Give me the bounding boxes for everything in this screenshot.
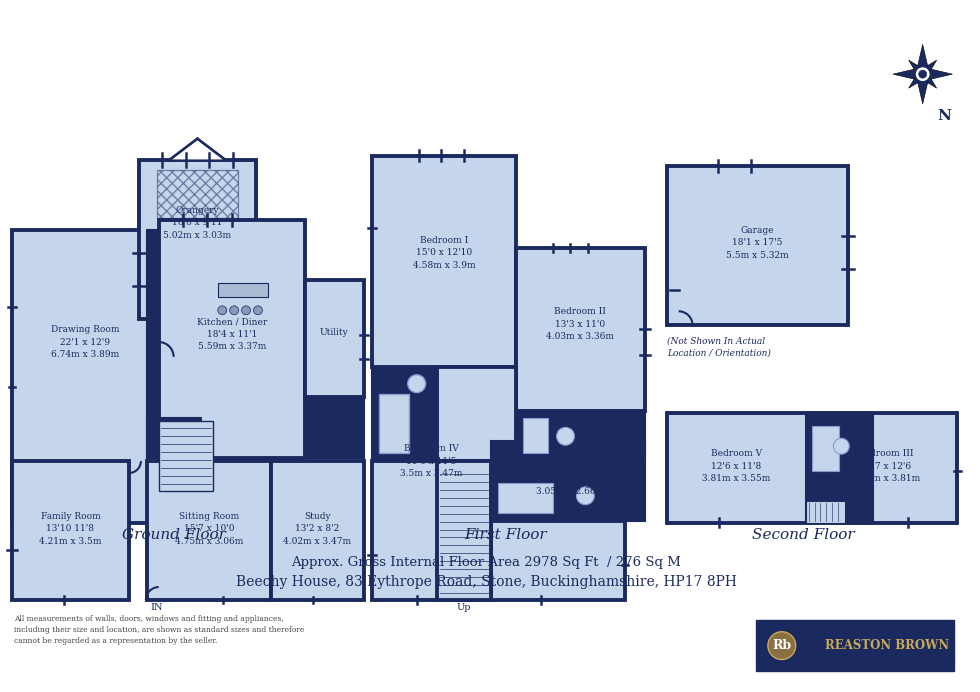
Text: REASTON BROWN: REASTON BROWN — [825, 639, 950, 652]
Text: IN: IN — [151, 603, 163, 612]
Text: Bedroom II
13'3 x 11'0
4.03m x 3.36m: Bedroom II 13'3 x 11'0 4.03m x 3.36m — [547, 307, 614, 341]
Text: (Not Shown In Actual
Location / Orientation): (Not Shown In Actual Location / Orientat… — [666, 336, 770, 358]
Polygon shape — [915, 74, 930, 104]
Bar — [159, 220, 305, 458]
Text: Family Room
13'10 11'8
4.21m x 3.5m: Family Room 13'10 11'8 4.21m x 3.5m — [39, 511, 102, 545]
Bar — [372, 156, 515, 367]
Bar — [157, 170, 238, 218]
Bar — [491, 520, 625, 600]
Text: Bedroom V
12'6 x 11'8
3.81m x 3.55m: Bedroom V 12'6 x 11'8 3.81m x 3.55m — [702, 449, 770, 483]
Text: Orangery
16'6 x 9'11
5.02m x 3.03m: Orangery 16'6 x 9'11 5.02m x 3.03m — [164, 206, 231, 240]
Text: Bedroom III
13'7 x 12'6
4.14m x 3.81m: Bedroom III 13'7 x 12'6 4.14m x 3.81m — [852, 449, 920, 483]
Text: N: N — [938, 109, 952, 122]
Bar — [436, 367, 515, 461]
Text: Bedroom VI
10'0 x 8'9
3.05m x 2.66m: Bedroom VI 10'0 x 8'9 3.05m x 2.66m — [536, 462, 605, 496]
Text: Beechy House, 83 Eythrope Road, Stone, Buckinghamshire, HP17 8PH: Beechy House, 83 Eythrope Road, Stone, B… — [236, 575, 737, 589]
Polygon shape — [919, 71, 937, 88]
Text: Study
13'2 x 8'2
4.02m x 3.47m: Study 13'2 x 8'2 4.02m x 3.47m — [283, 511, 352, 545]
Text: Bedroom I
15'0 x 12'10
4.58m x 3.9m: Bedroom I 15'0 x 12'10 4.58m x 3.9m — [414, 236, 475, 270]
Bar — [147, 461, 270, 600]
Polygon shape — [893, 67, 923, 81]
Circle shape — [918, 70, 927, 78]
Bar — [147, 230, 159, 458]
Bar — [372, 461, 491, 600]
Bar — [515, 412, 645, 461]
Circle shape — [408, 375, 425, 392]
Bar — [12, 230, 159, 522]
Text: Kitchen / Diner
18'4 x 11'1
5.59m x 3.37m: Kitchen / Diner 18'4 x 11'1 5.59m x 3.37… — [197, 317, 268, 351]
Bar — [372, 367, 436, 461]
Polygon shape — [908, 71, 926, 88]
Text: Rb: Rb — [772, 639, 792, 652]
Circle shape — [229, 306, 238, 315]
Circle shape — [218, 306, 226, 315]
Text: Bedroom IV
11'6 x 11'5
3.5m x 3.47m: Bedroom IV 11'6 x 11'5 3.5m x 3.47m — [400, 444, 463, 478]
Bar — [219, 282, 268, 298]
Bar — [666, 166, 849, 325]
Polygon shape — [169, 138, 226, 161]
Circle shape — [254, 306, 263, 315]
Polygon shape — [919, 60, 937, 78]
Polygon shape — [915, 44, 930, 74]
Bar — [159, 421, 214, 491]
Bar — [12, 461, 129, 600]
Text: All measurements of walls, doors, windows and fitting and appliances,
including : All measurements of walls, doors, window… — [14, 615, 304, 645]
Text: Up: Up — [456, 603, 470, 612]
Bar — [491, 441, 645, 520]
Bar — [305, 397, 365, 458]
Polygon shape — [923, 67, 953, 81]
Text: Utility: Utility — [320, 327, 349, 336]
Bar — [811, 426, 839, 471]
Circle shape — [833, 438, 850, 454]
Text: Drawing Room
22'1 x 12'9
6.74m x 3.89m: Drawing Room 22'1 x 12'9 6.74m x 3.89m — [51, 325, 120, 359]
Bar — [147, 419, 202, 458]
Text: Sitting Room
15'7 x 10'0
4.75m x 3.06m: Sitting Room 15'7 x 10'0 4.75m x 3.06m — [175, 511, 243, 545]
Text: First Floor: First Floor — [465, 529, 547, 543]
Text: Ground Floor: Ground Floor — [122, 529, 225, 543]
Bar — [756, 620, 955, 671]
Circle shape — [768, 632, 796, 659]
Bar — [436, 461, 491, 600]
Bar — [666, 413, 957, 522]
Bar — [305, 280, 365, 397]
Bar — [379, 394, 409, 453]
Circle shape — [557, 428, 574, 445]
Circle shape — [242, 306, 251, 315]
Bar — [806, 413, 873, 522]
Bar — [523, 419, 548, 453]
Bar — [498, 483, 553, 513]
Bar — [515, 248, 645, 412]
Circle shape — [576, 487, 594, 504]
Text: Approx. Gross Internal Floor Area 2978 Sq Ft  / 276 Sq M: Approx. Gross Internal Floor Area 2978 S… — [291, 556, 681, 569]
Circle shape — [914, 66, 931, 82]
Text: Garage
18'1 x 17'5
5.5m x 5.32m: Garage 18'1 x 17'5 5.5m x 5.32m — [725, 226, 788, 260]
Polygon shape — [908, 60, 926, 78]
Bar — [806, 501, 846, 522]
Bar — [270, 461, 365, 600]
Text: Second Floor: Second Floor — [753, 529, 855, 543]
Bar — [139, 161, 256, 319]
